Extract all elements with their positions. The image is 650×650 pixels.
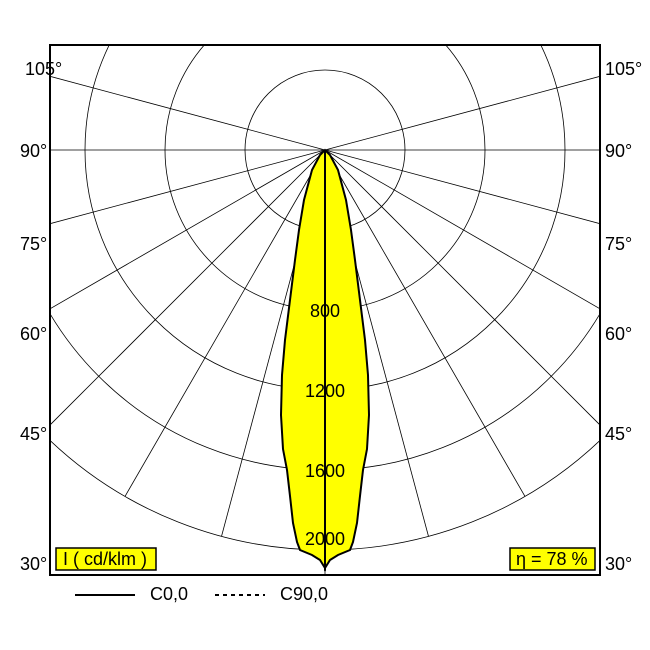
angle-label-l-90: 90° — [20, 141, 47, 161]
angle-label-r-75: 75° — [605, 234, 632, 254]
angle-label-l-75: 75° — [20, 234, 47, 254]
angle-label-r-60: 60° — [605, 324, 632, 344]
angle-label-l-45: 45° — [20, 424, 47, 444]
angle-label-r-45: 45° — [605, 424, 632, 444]
angle-label-l-30: 30° — [20, 554, 47, 574]
angle-label-l-105: 105° — [25, 59, 62, 79]
angle-label-l-60: 60° — [20, 324, 47, 344]
radial-60-l — [0, 150, 325, 350]
radial-75-l — [0, 150, 325, 254]
legend-text-c0: C0,0 — [150, 584, 188, 604]
legend-text-c90: C90,0 — [280, 584, 328, 604]
angle-label-r-90: 90° — [605, 141, 632, 161]
polar-chart-container: 105° 90° 75° 60° 45° 30° 105° 90° 75° 60… — [0, 0, 650, 650]
radius-label-1600: 1600 — [305, 461, 345, 481]
angle-label-r-30: 30° — [605, 554, 632, 574]
intensity-distribution — [281, 150, 369, 568]
info-text-left: I ( cd/klm ) — [63, 549, 147, 569]
radius-label-1200: 1200 — [305, 381, 345, 401]
angle-label-r-105: 105° — [605, 59, 642, 79]
radial-60-r — [325, 150, 650, 350]
info-text-right: η = 78 % — [516, 549, 588, 569]
radial-75-r — [325, 150, 650, 254]
radius-label-2000: 2000 — [305, 529, 345, 549]
polar-chart-svg: 105° 90° 75° 60° 45° 30° 105° 90° 75° 60… — [0, 0, 650, 650]
radial-105-r — [325, 47, 650, 151]
radius-label-800: 800 — [310, 301, 340, 321]
